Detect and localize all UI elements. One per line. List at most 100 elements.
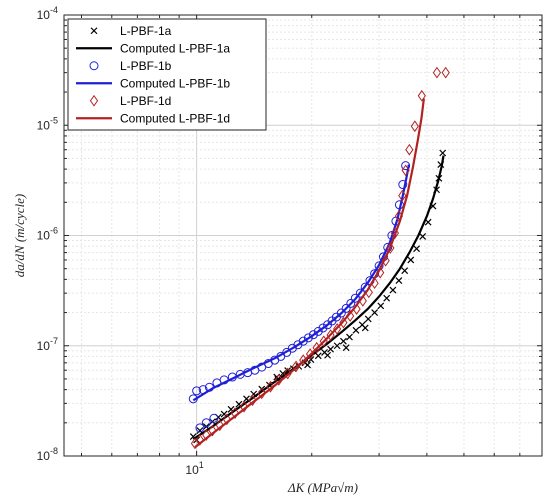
marker-stroke bbox=[361, 324, 369, 332]
tick-labels: 10-8 10-7 10-6 10-5 10-4 101 bbox=[37, 5, 204, 477]
data-point bbox=[441, 66, 450, 79]
marker-stroke bbox=[90, 27, 98, 35]
marker-stroke bbox=[314, 352, 322, 360]
data-point bbox=[308, 330, 318, 340]
data-point bbox=[386, 242, 395, 254]
data-point bbox=[202, 429, 211, 441]
data-point bbox=[341, 303, 351, 313]
data-point bbox=[239, 400, 249, 413]
marker-stroke bbox=[327, 345, 334, 353]
legend-entry: Computed L-PBF-1a bbox=[76, 41, 230, 55]
x-axis-label: ΔK (MPa√m) bbox=[287, 480, 358, 495]
data-point bbox=[333, 342, 341, 350]
data-point bbox=[192, 386, 202, 396]
series-4 bbox=[190, 66, 450, 450]
data-point bbox=[432, 66, 442, 79]
marker-stroke bbox=[196, 427, 204, 435]
series-1 bbox=[192, 155, 445, 441]
data-point bbox=[208, 424, 217, 437]
marker-stroke bbox=[214, 413, 222, 421]
marker-stroke bbox=[383, 294, 391, 302]
data-point bbox=[342, 344, 350, 352]
data-point bbox=[383, 294, 391, 302]
data-point bbox=[339, 337, 347, 345]
data-point bbox=[303, 333, 313, 343]
legend-label: L-PBF-1b bbox=[120, 59, 172, 73]
marker-stroke bbox=[189, 433, 197, 441]
marker-stroke bbox=[346, 333, 353, 341]
marker-stroke bbox=[407, 256, 415, 264]
data-point bbox=[282, 347, 292, 357]
series-5 bbox=[194, 98, 425, 449]
marker-stroke bbox=[284, 367, 292, 375]
data-point bbox=[195, 434, 205, 446]
data-point bbox=[401, 267, 409, 275]
data-point bbox=[371, 309, 379, 316]
data-point bbox=[333, 323, 342, 335]
data-point bbox=[395, 277, 403, 285]
x-tick-label: 101 bbox=[185, 460, 203, 477]
y-tick-label: 10-6 bbox=[37, 226, 58, 243]
data-point bbox=[314, 352, 322, 360]
marker-stroke bbox=[389, 286, 397, 294]
legend-marker-swatch bbox=[90, 27, 98, 35]
data-point bbox=[195, 423, 205, 433]
marker-stroke bbox=[304, 361, 311, 369]
data-point bbox=[405, 143, 414, 156]
data-point bbox=[407, 256, 415, 264]
series-layer bbox=[188, 66, 450, 450]
data-point bbox=[215, 419, 224, 432]
data-point bbox=[230, 407, 240, 419]
marker-stroke bbox=[364, 315, 372, 323]
data-point bbox=[381, 254, 390, 267]
legend-label: Computed L-PBF-1b bbox=[120, 76, 230, 90]
marker-stroke bbox=[429, 202, 437, 210]
legend-label: Computed L-PBF-1a bbox=[120, 41, 230, 55]
data-point bbox=[361, 324, 369, 332]
marker-stroke bbox=[358, 321, 366, 329]
data-point bbox=[419, 233, 427, 240]
data-point bbox=[346, 298, 356, 308]
data-point bbox=[248, 394, 257, 407]
marker-stroke bbox=[333, 342, 341, 350]
data-point bbox=[339, 316, 348, 329]
data-point bbox=[336, 308, 346, 318]
marker-stroke bbox=[439, 149, 447, 157]
marker-stroke bbox=[227, 405, 235, 413]
series-line bbox=[192, 155, 445, 441]
marker-stroke bbox=[243, 395, 250, 403]
data-point bbox=[398, 189, 407, 202]
data-point bbox=[410, 120, 419, 133]
y-axis-label: da/dN (m/cycle) bbox=[12, 194, 27, 277]
marker-stroke bbox=[220, 410, 228, 418]
data-point bbox=[364, 315, 372, 323]
marker-stroke bbox=[419, 233, 427, 240]
marker-stroke bbox=[413, 245, 421, 253]
legend-entry: L-PBF-1b bbox=[89, 59, 172, 73]
data-point bbox=[398, 180, 408, 190]
legend-entry: Computed L-PBF-1d bbox=[76, 111, 230, 125]
data-point bbox=[313, 326, 323, 336]
data-point bbox=[274, 374, 283, 386]
data-point bbox=[417, 89, 426, 102]
legend-label: L-PBF-1a bbox=[120, 24, 172, 38]
data-point bbox=[350, 293, 360, 303]
data-point bbox=[439, 149, 447, 157]
data-point bbox=[377, 302, 385, 310]
marker-stroke bbox=[352, 326, 360, 334]
y-tick-label: 10-5 bbox=[37, 115, 58, 132]
marker-stroke bbox=[371, 309, 379, 316]
data-point bbox=[304, 361, 311, 369]
data-point bbox=[266, 380, 275, 393]
y-tick-label: 10-4 bbox=[37, 5, 58, 22]
data-point bbox=[201, 418, 211, 428]
legend-marker-swatch bbox=[89, 94, 99, 107]
marker-stroke bbox=[307, 356, 315, 363]
marker-stroke bbox=[377, 302, 385, 310]
data-point bbox=[318, 323, 328, 333]
legend-marker-swatch bbox=[89, 61, 99, 71]
data-point bbox=[413, 245, 421, 253]
legend: L-PBF-1a Computed L-PBF-1a L-PBF-1b Compute… bbox=[67, 18, 267, 131]
data-point bbox=[346, 333, 353, 341]
